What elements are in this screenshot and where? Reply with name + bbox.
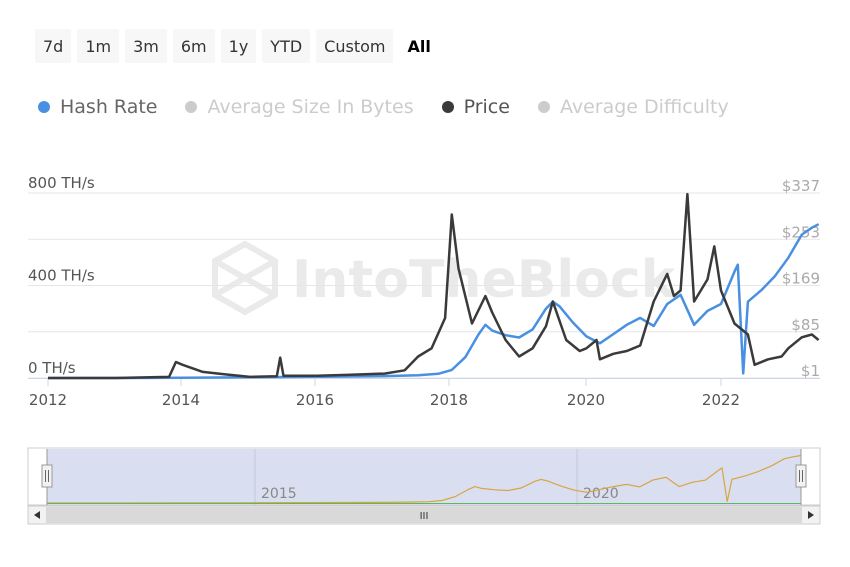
scrollbar-grip-icon: III bbox=[420, 511, 429, 522]
range-selector: 7d 1m 3m 6m 1y YTD Custom All bbox=[35, 29, 439, 63]
x-tick-label: 2022 bbox=[702, 391, 740, 409]
y-left-tick-label: 0 TH/s bbox=[28, 359, 76, 377]
x-tick-label: 2014 bbox=[162, 391, 200, 409]
legend-dot-hash-rate bbox=[38, 101, 50, 113]
series-line-hash-rate bbox=[48, 223, 820, 380]
legend-item-average-difficulty[interactable]: Average Difficulty bbox=[537, 96, 729, 118]
navigator-series bbox=[47, 454, 802, 504]
y-right-tick-label: $85 bbox=[791, 316, 820, 334]
x-tick-label: 2020 bbox=[567, 391, 605, 409]
watermark-text: IntoTheBlock bbox=[292, 250, 677, 310]
y-right-tick-label: $337 bbox=[782, 177, 820, 195]
range-button-all[interactable]: All bbox=[399, 29, 438, 63]
x-tick-label: 2016 bbox=[296, 391, 334, 409]
navigator-right-handle[interactable] bbox=[795, 464, 807, 488]
navigator[interactable]: 2015 2020 bbox=[27, 447, 821, 506]
range-button-custom[interactable]: Custom bbox=[316, 29, 394, 63]
y-left-tick-label: 400 TH/s bbox=[28, 267, 95, 285]
legend-dot-price bbox=[441, 101, 454, 113]
range-button-3m[interactable]: 3m bbox=[125, 29, 167, 63]
legend-item-hash-rate[interactable]: Hash Rate bbox=[38, 96, 157, 118]
scrollbar-thumb[interactable] bbox=[46, 507, 802, 523]
x-tick-label: 2012 bbox=[29, 391, 67, 409]
y-right-tick-label: $1 bbox=[801, 362, 820, 380]
range-button-1m[interactable]: 1m bbox=[77, 29, 120, 63]
legend-dot-average-size bbox=[185, 101, 198, 113]
legend-label-average-difficulty: Average Difficulty bbox=[559, 96, 729, 118]
legend-item-price[interactable]: Price bbox=[441, 96, 510, 118]
range-button-ytd[interactable]: YTD bbox=[262, 29, 311, 63]
series-line-price bbox=[48, 192, 820, 380]
legend-label-price: Price bbox=[463, 96, 510, 118]
legend-item-average-size[interactable]: Average Size In Bytes bbox=[185, 96, 414, 118]
legend-label-average-size: Average Size In Bytes bbox=[207, 96, 414, 118]
navigator-label-2015: 2015 bbox=[261, 486, 297, 502]
y-right-tick-label: $169 bbox=[782, 270, 820, 288]
scrollbar-left-arrow[interactable] bbox=[29, 507, 45, 523]
navigator-label-2020: 2020 bbox=[583, 486, 619, 502]
navigator-left-handle[interactable] bbox=[41, 464, 53, 488]
range-button-6m[interactable]: 6m bbox=[172, 29, 215, 63]
series-layer bbox=[48, 192, 820, 380]
scroll-left-icon bbox=[34, 511, 40, 519]
chart-legend: Hash Rate Average Size In Bytes Price Av… bbox=[38, 94, 729, 120]
x-axis: 2012 2014 2016 2018 2020 2022 bbox=[29, 378, 740, 409]
y-left-tick-label: 800 TH/s bbox=[28, 174, 95, 192]
watermark-logo-icon bbox=[212, 240, 278, 316]
scrollbar[interactable]: III bbox=[27, 505, 821, 525]
range-button-1y[interactable]: 1y bbox=[220, 29, 257, 63]
range-button-7d[interactable]: 7d bbox=[35, 29, 72, 63]
y-axis-left: 0 TH/s 400 TH/s 800 TH/s bbox=[28, 174, 95, 377]
legend-label-hash-rate: Hash Rate bbox=[60, 96, 158, 118]
x-tick-label: 2018 bbox=[430, 391, 468, 409]
navigator-series-line bbox=[47, 454, 802, 504]
legend-dot-average-difficulty bbox=[537, 101, 550, 113]
scrollbar-right-arrow[interactable] bbox=[803, 507, 819, 523]
scroll-right-icon bbox=[808, 511, 814, 519]
navigator-selection[interactable] bbox=[47, 449, 801, 505]
grid-lines bbox=[28, 192, 820, 379]
